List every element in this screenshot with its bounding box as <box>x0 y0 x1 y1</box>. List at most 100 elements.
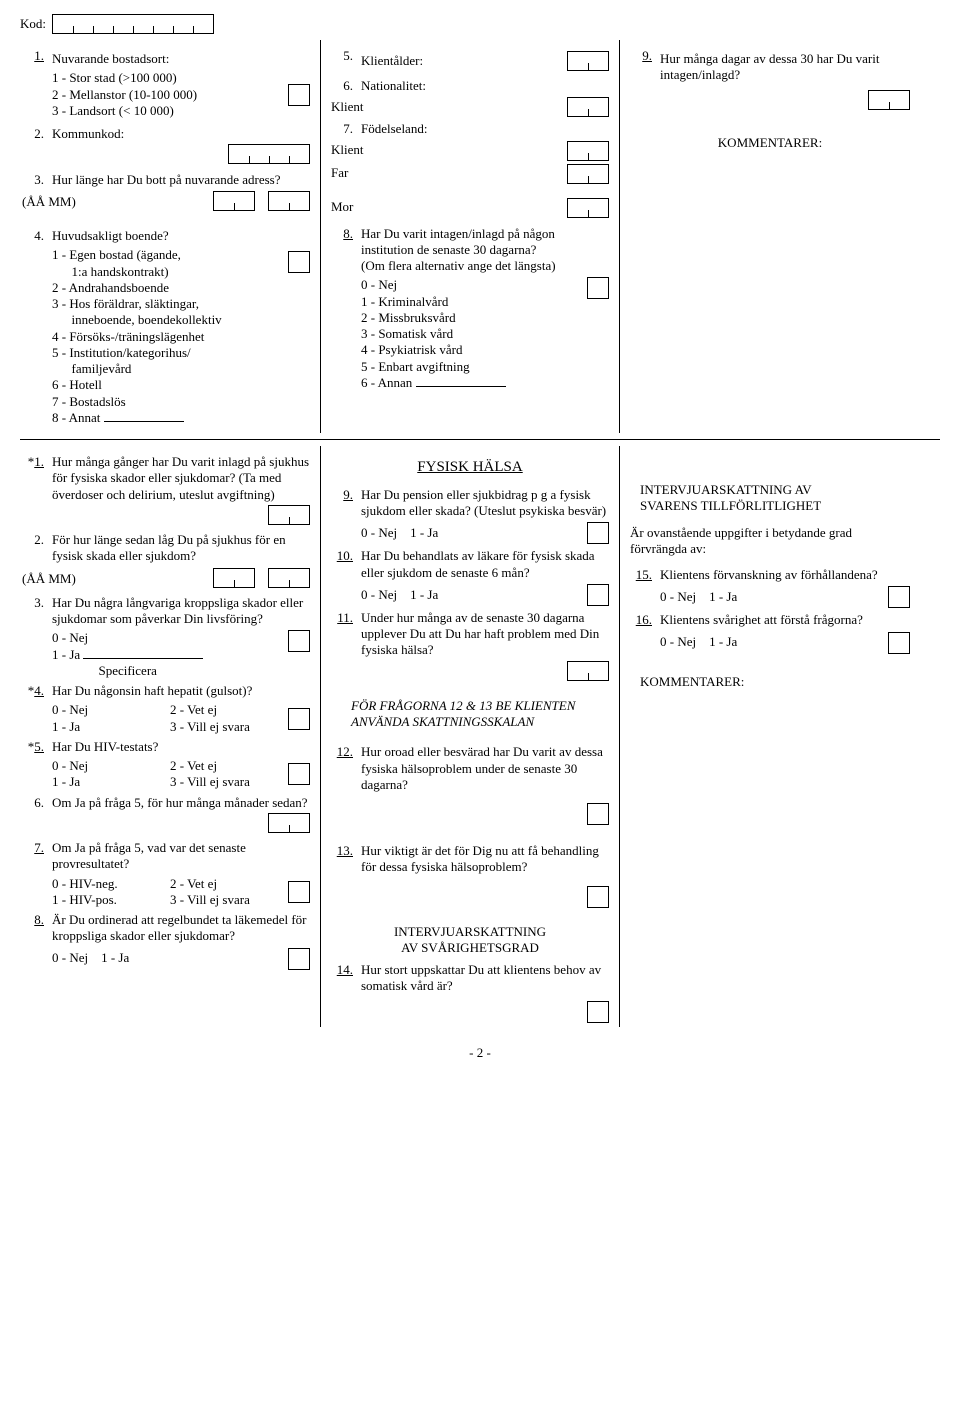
page-number: - 2 - <box>20 1045 940 1061</box>
kommentarer-top: KOMMENTARER: <box>630 135 910 151</box>
right-title-1: INTERVJUARSKATTNING AV <box>640 482 910 498</box>
q7-klient: Klient <box>331 142 364 158</box>
q8-note: (Om flera alternativ ange det längsta) <box>361 258 556 273</box>
q3-box-mm[interactable] <box>268 191 310 211</box>
hq8-text: Är Du ordinerad att regelbundet ta läkem… <box>52 912 306 943</box>
q6-num: 6. <box>331 78 353 94</box>
hq3-box[interactable] <box>288 630 310 652</box>
hq10-opts: 0 - Nej 1 - Ja <box>361 587 438 603</box>
hq13-box[interactable] <box>587 886 609 908</box>
hq7-text: Om Ja på fråga 5, vad var det senaste pr… <box>52 840 246 871</box>
hq3-text: Har Du några långvariga kroppsliga skado… <box>52 595 303 626</box>
q9-text: Hur många dagar av dessa 30 har Du varit… <box>660 51 880 84</box>
q7-box-far[interactable] <box>567 164 609 184</box>
hq15-text: Klientens förvanskning av förhållandena? <box>660 567 878 582</box>
q5-box[interactable] <box>567 51 609 71</box>
health-title: FYSISK HÄLSA <box>331 458 609 477</box>
hq12-num: 12. <box>331 744 353 793</box>
hq16-box[interactable] <box>888 632 910 654</box>
q8-text: Har Du varit intagen/inlagd på någon ins… <box>361 226 555 257</box>
hq13-num: 13. <box>331 843 353 876</box>
hq4-box[interactable] <box>288 708 310 730</box>
hq16-text: Klientens svårighet att förstå frågorna? <box>660 612 863 627</box>
hq7-optR-0: 2 - Vet ej <box>170 876 288 892</box>
q1-text: Nuvarande bostadsort: <box>52 51 169 67</box>
hq14-num: 14. <box>331 962 353 995</box>
q4-opt-4: inneboende, boendekollektiv <box>52 312 288 328</box>
hq9-box[interactable] <box>587 522 609 544</box>
q7-text: Födelseland: <box>361 121 427 136</box>
kod-label: Kod: <box>20 16 46 32</box>
q8-opt-1: 1 - Kriminalvård <box>361 294 506 310</box>
hq15-box[interactable] <box>888 586 910 608</box>
q3-box-yy[interactable] <box>213 191 255 211</box>
q3-text: Hur länge har Du bott på nuvarande adres… <box>52 172 281 187</box>
hq16-opts: 0 - Nej 1 - Ja <box>660 634 737 650</box>
top-left: 1. Nuvarande bostadsort: 1 - Stor stad (… <box>20 40 320 433</box>
hq8-box[interactable] <box>288 948 310 970</box>
hq15-opts: 0 - Nej 1 - Ja <box>660 589 737 605</box>
q9-box[interactable] <box>868 90 910 110</box>
top-right: 9. Hur många dagar av dessa 30 har Du va… <box>620 40 920 433</box>
q7-box-mor[interactable] <box>567 198 609 218</box>
hq1-box[interactable] <box>268 505 310 525</box>
hq9-text: Har Du pension eller sjukbidrag p g a fy… <box>361 487 606 518</box>
q4-opt-9: 7 - Bostadslös <box>52 394 288 410</box>
hq11-box[interactable] <box>567 661 609 681</box>
q9-num: 9. <box>630 48 652 113</box>
hq7-optR-1: 3 - Vill ej svara <box>170 892 288 908</box>
q4-opt-1: 1:a handskontrakt) <box>52 264 288 280</box>
hq4-optR-1: 3 - Vill ej svara <box>170 719 288 735</box>
section-divider <box>20 439 940 440</box>
q4-opt-8: 6 - Hotell <box>52 377 288 393</box>
hq13-text: Hur viktigt är det för Dig nu att få beh… <box>361 843 599 874</box>
q4-opt-3: 3 - Hos föräldrar, släktingar, <box>52 296 288 312</box>
hq2-box-yy[interactable] <box>213 568 255 588</box>
health-mid: FYSISK HÄLSA 9. Har Du pension eller sju… <box>320 446 620 1027</box>
hq6-text: Om Ja på fråga 5, för hur många månader … <box>52 795 308 810</box>
hq10-num: 10. <box>331 548 353 581</box>
q2-box[interactable] <box>228 144 310 164</box>
q8-opt-5: 5 - Enbart avgiftning <box>361 359 506 375</box>
hq5-text: Har Du HIV-testats? <box>52 739 158 754</box>
q4-box[interactable] <box>288 251 310 273</box>
q1-box[interactable] <box>288 84 310 106</box>
q6-box[interactable] <box>567 97 609 117</box>
hq14-box[interactable] <box>587 1001 609 1023</box>
hq5-optL-0: 0 - Nej <box>52 758 170 774</box>
q8-opt-0: 0 - Nej <box>361 277 506 293</box>
q4-opt-10: 8 - Annat <box>52 410 100 425</box>
hq2-num: 2. <box>22 532 44 565</box>
q4-opt-0: 1 - Egen bostad (ägande, <box>52 247 288 263</box>
q4-opt-7: familjevård <box>52 361 288 377</box>
q7-box-klient[interactable] <box>567 141 609 161</box>
q6-text: Nationalitet: <box>361 78 426 93</box>
hq2-unit: (ÅÅ MM) <box>22 571 76 587</box>
kod-input[interactable] <box>52 14 214 34</box>
hq1-num: *1. <box>22 454 44 503</box>
hq5-num: *5. <box>22 739 44 755</box>
hq1-text: Hur många gånger har Du varit inlagd på … <box>52 454 309 502</box>
q2-num: 2. <box>22 126 44 142</box>
q4-opt-5: 4 - Försöks-/träningslägenhet <box>52 329 288 345</box>
hq7-optL-0: 0 - HIV-neg. <box>52 876 170 892</box>
hq10-box[interactable] <box>587 584 609 606</box>
health-left: *1. Hur många gånger har Du varit inlagd… <box>20 446 320 1027</box>
kommentarer-health: KOMMENTARER: <box>640 674 910 690</box>
hq2-box-mm[interactable] <box>268 568 310 588</box>
hq3-num: 3. <box>22 595 44 628</box>
q3-num: 3. <box>22 172 44 188</box>
hq4-optL-0: 0 - Nej <box>52 702 170 718</box>
hq6-box[interactable] <box>268 813 310 833</box>
q7-num: 7. <box>331 121 353 137</box>
hq5-box[interactable] <box>288 763 310 785</box>
hq12-box[interactable] <box>587 803 609 825</box>
hq5-optR-1: 3 - Vill ej svara <box>170 774 288 790</box>
hq7-box[interactable] <box>288 881 310 903</box>
q8-box[interactable] <box>587 277 609 299</box>
q7-far: Far <box>331 165 348 181</box>
q5-text: Klientålder: <box>361 53 423 69</box>
hq3-spec: Specificera <box>52 663 203 679</box>
hq8-opts: 0 - Nej 1 - Ja <box>52 950 129 966</box>
hq5-optL-1: 1 - Ja <box>52 774 170 790</box>
